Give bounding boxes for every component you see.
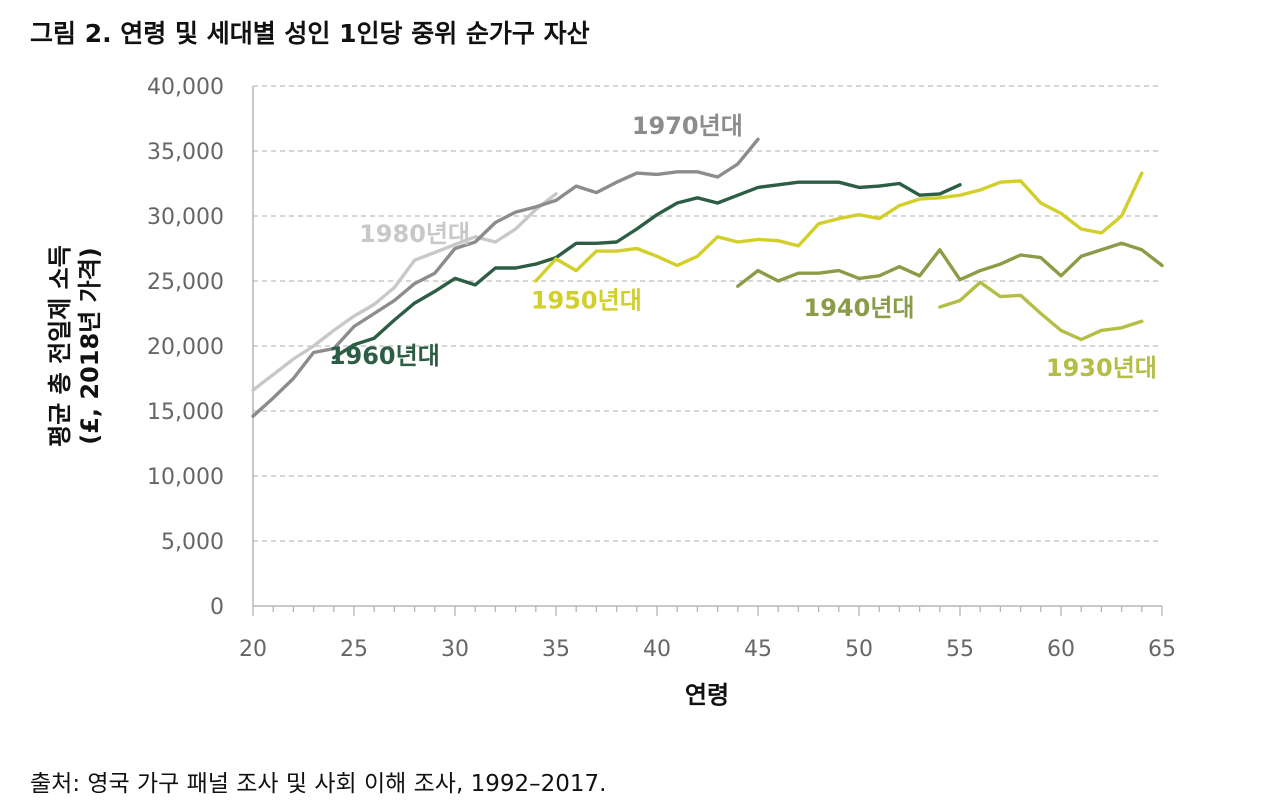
- series-label-5: 1940년대: [804, 294, 915, 322]
- series-label-6: 1930년대: [1046, 354, 1157, 382]
- series-labels: 1980년대 1970년대 1960년대 1950년대 1940년대 1930년대: [329, 112, 1157, 382]
- series-label-2: 1970년대: [632, 112, 743, 140]
- x-tick-label: 35: [542, 637, 570, 662]
- x-tick-label: 50: [845, 637, 873, 662]
- y-tick-label: 25,000: [147, 270, 224, 295]
- series-line-3: [332, 180, 962, 360]
- series-line-5: [736, 241, 1164, 288]
- y-tick-label: 15,000: [147, 400, 224, 425]
- x-axis-label: 연령: [685, 681, 729, 709]
- y-tick-label: 30,000: [147, 205, 224, 230]
- line-chart: 0 5,000 10,000 15,000 20,000 25,000 30,000 35,0…: [46, 75, 1176, 709]
- series-lines: [251, 137, 1164, 418]
- tick-labels: 0 5,000 10,000 15,000 20,000 25,000 30,000 35,0…: [147, 75, 1176, 662]
- y-tick-label: 40,000: [147, 75, 224, 100]
- x-tick-label: 30: [441, 637, 469, 662]
- y-axis-label-line2: (£, 2018년 가격): [76, 247, 104, 445]
- y-axis-label: 평균 총 전일제 소득 (£, 2018년 가격): [46, 245, 104, 447]
- x-tick-label: 60: [1047, 637, 1075, 662]
- chart-title: 그림 2. 연령 및 세대별 성인 1인당 중위 순가구 자산: [30, 19, 590, 48]
- x-tick-label: 40: [643, 637, 671, 662]
- y-tick-label: 10,000: [147, 465, 224, 490]
- y-tick-label: 20,000: [147, 335, 224, 360]
- series-line-2: [251, 137, 760, 418]
- x-tick-label: 25: [340, 637, 368, 662]
- x-tick-label: 65: [1148, 637, 1176, 662]
- series-label-1: 1980년대: [359, 220, 470, 248]
- source-note: 출처: 영국 가구 패널 조사 및 사회 이해 조사, 1992–2017.: [30, 771, 607, 797]
- x-tick-label: 45: [744, 637, 772, 662]
- series-line-1: [251, 192, 558, 392]
- series-label-3: 1960년대: [329, 342, 440, 370]
- x-tick-label: 20: [239, 637, 267, 662]
- series-line-6: [938, 280, 1144, 342]
- y-tick-label: 0: [210, 595, 224, 620]
- y-tick-label: 35,000: [147, 140, 224, 165]
- y-axis-label-line1: 평균 총 전일제 소득: [46, 245, 74, 447]
- x-tick-label: 55: [946, 637, 974, 662]
- series-label-4: 1950년대: [531, 286, 642, 314]
- gridlines: [253, 85, 1162, 542]
- series-line-4: [534, 171, 1144, 283]
- axes: [252, 86, 1163, 616]
- y-tick-label: 5,000: [161, 530, 224, 555]
